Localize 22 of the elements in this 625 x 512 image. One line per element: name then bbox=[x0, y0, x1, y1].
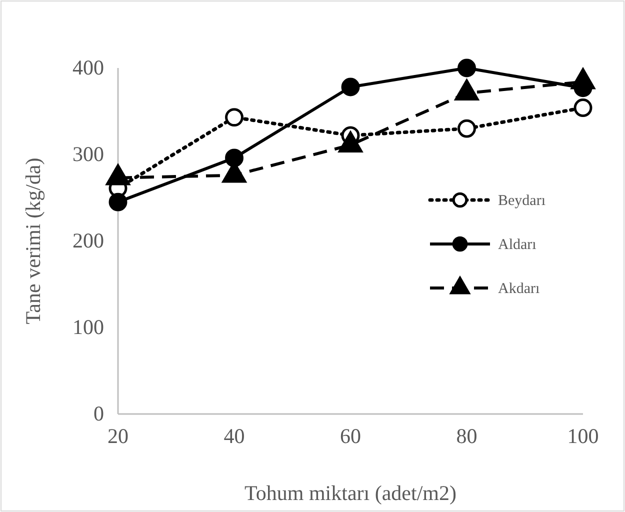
point bbox=[458, 58, 476, 78]
x-tick-label: 60 bbox=[340, 424, 361, 448]
y-tick-label: 300 bbox=[72, 142, 104, 166]
y-axis-title: Tane verimi (kg/da) bbox=[21, 158, 45, 324]
point bbox=[574, 98, 592, 118]
legend-label: Beydarı bbox=[498, 193, 546, 209]
x-axis-title: Tohum miktarı (adet/m2) bbox=[244, 481, 456, 505]
y-tick-label: 200 bbox=[72, 228, 104, 253]
x-tick-label: 20 bbox=[108, 424, 128, 448]
y-tick-label: 0 bbox=[94, 402, 104, 426]
y-tick-label: 400 bbox=[72, 56, 104, 80]
legend-label: Aldarı bbox=[498, 237, 536, 253]
point bbox=[458, 119, 476, 138]
point bbox=[225, 108, 244, 127]
legend-label: Akdarı bbox=[498, 281, 540, 297]
x-tick-label: 40 bbox=[224, 424, 245, 448]
x-tick-label: 80 bbox=[456, 424, 478, 448]
y-tick-label: 100 bbox=[72, 315, 104, 340]
x-tick-label: 100 bbox=[567, 424, 599, 448]
point bbox=[108, 192, 128, 212]
point bbox=[225, 148, 244, 168]
point bbox=[341, 78, 360, 96]
